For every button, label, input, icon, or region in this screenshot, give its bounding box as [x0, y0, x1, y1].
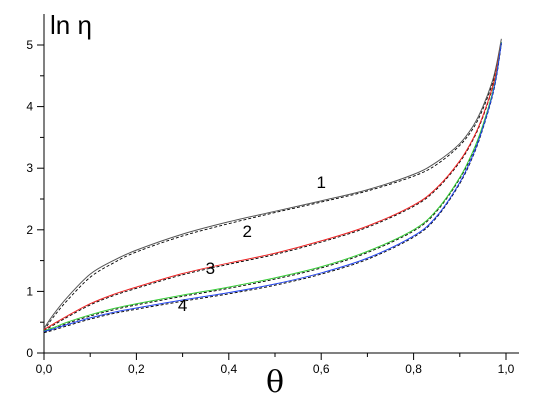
x-tick-label: 0,4	[220, 362, 237, 376]
x-tick-label: 0,2	[128, 362, 145, 376]
y-tick-label: 1	[26, 284, 33, 298]
x-tick-label: 1,0	[498, 362, 515, 376]
series-4-dashed-line	[43, 43, 502, 334]
x-tick-label: 0,8	[405, 362, 422, 376]
series-3-solid-line	[43, 41, 502, 332]
axes	[43, 14, 519, 354]
series-2-dashed-line	[43, 43, 502, 332]
series-3-dashed-line	[43, 43, 502, 333]
series-1-solid-line	[43, 38, 502, 329]
y-tick-label: 5	[26, 38, 33, 52]
x-axis-title: θ	[266, 365, 284, 400]
curve-label-4: 4	[178, 296, 187, 315]
curve-label-3: 3	[206, 259, 215, 278]
curve-label-1: 1	[316, 173, 325, 192]
x-tick-label: 0,0	[36, 362, 53, 376]
series-2-solid-line	[43, 41, 502, 331]
curve-label-2: 2	[243, 222, 252, 241]
x-tick-label: 0,6	[313, 362, 330, 376]
y-axis-title: ln η	[50, 10, 92, 40]
y-tick-label: 2	[26, 223, 33, 237]
y-tick-label: 0	[26, 346, 33, 360]
series-1-dashed-line	[43, 41, 502, 331]
y-tick-label: 4	[26, 100, 33, 114]
series-4-solid-line	[43, 42, 502, 332]
y-tick-label: 3	[26, 161, 33, 175]
curves	[43, 38, 502, 334]
curve-labels: 1 2 34	[178, 173, 326, 315]
